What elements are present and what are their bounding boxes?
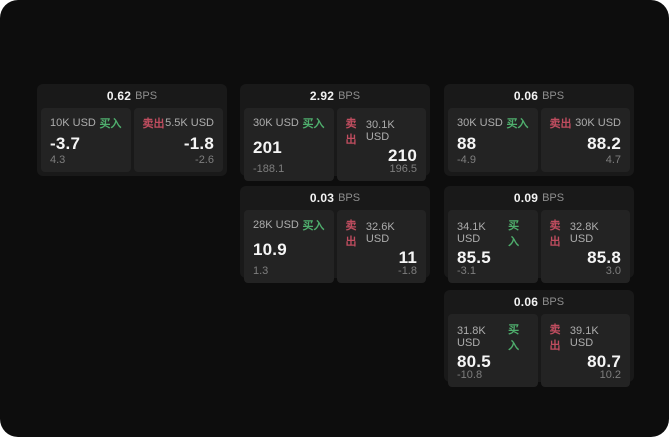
quote-card: 0.62 BPS 10K USD 买入 -3.7 4.3 卖出 5.5K USD…: [37, 84, 227, 176]
sell-sub-value: 196.5: [389, 163, 417, 175]
buy-sub-value: -188.1: [253, 163, 285, 175]
bps-value: 2.92: [309, 89, 335, 103]
buy-sub-value: 1.3: [253, 265, 269, 277]
buy-amount-label: 30K USD: [253, 117, 299, 129]
sell-quote-panel[interactable]: 卖出 39.1K USD 80.7 10.2: [540, 314, 630, 387]
bps-unit-label: BPS: [135, 90, 158, 102]
sell-sub-value: 10.2: [599, 369, 621, 381]
buy-side-label: 买入: [302, 220, 325, 232]
sell-amount-label: 30.1K USD: [365, 119, 395, 143]
quote-card: 0.06 BPS 31.8K USD 买入 80.5 -10.8 卖出 39.1…: [444, 290, 634, 387]
bps-unit-label: BPS: [338, 90, 361, 102]
quote-card: 0.03 BPS 28K USD 买入 10.9 1.3 卖出 32.6K US…: [240, 186, 430, 283]
buy-quote-panel[interactable]: 30K USD 买入 88 -4.9: [448, 108, 538, 172]
buy-amount-label: 31.8K USD: [457, 325, 486, 349]
sell-sub-value: 3.0: [605, 265, 621, 277]
bps-value: 0.06: [513, 89, 539, 103]
buy-quote-panel[interactable]: 34.1K USD 买入 85.5 -3.1: [448, 210, 538, 283]
sell-sub-value: 4.7: [605, 154, 621, 166]
bps-header: 0.03 BPS: [244, 186, 426, 210]
buy-quote-value: 80.5: [457, 352, 491, 371]
sell-side-label: 卖出: [142, 118, 165, 130]
bps-header: 0.06 BPS: [448, 290, 630, 314]
sell-side-label: 卖出: [345, 118, 357, 146]
buy-sub-value: -3.1: [457, 265, 476, 277]
bps-value: 0.06: [513, 295, 539, 309]
bps-unit-label: BPS: [338, 192, 361, 204]
sell-side-label: 卖出: [549, 118, 572, 130]
sell-quote-panel[interactable]: 卖出 32.6K USD 11 -1.8: [336, 210, 426, 283]
bps-unit-label: BPS: [542, 296, 565, 308]
sell-amount-label: 32.6K USD: [365, 221, 395, 245]
buy-amount-label: 10K USD: [50, 117, 96, 129]
sell-quote-panel[interactable]: 卖出 30.1K USD 210 196.5: [336, 108, 426, 181]
sell-side-label: 卖出: [549, 324, 561, 352]
buy-quote-panel[interactable]: 31.8K USD 买入 80.5 -10.8: [448, 314, 538, 387]
sell-quote-panel[interactable]: 卖出 32.8K USD 85.8 3.0: [540, 210, 630, 283]
sell-side-label: 卖出: [549, 220, 561, 248]
sell-quote-value: -1.8: [183, 133, 214, 153]
buy-amount-label: 34.1K USD: [457, 221, 486, 245]
sell-quote-value: 85.8: [587, 248, 621, 267]
buy-side-label: 买入: [302, 118, 325, 130]
bps-header: 2.92 BPS: [244, 84, 426, 108]
buy-amount-label: 28K USD: [253, 219, 299, 231]
buy-sub-value: 4.3: [50, 154, 66, 166]
bps-value: 0.62: [106, 89, 132, 103]
buy-quote-value: 201: [253, 138, 282, 157]
buy-quote-panel[interactable]: 28K USD 买入 10.9 1.3: [244, 210, 334, 283]
buy-sub-value: -4.9: [457, 154, 476, 166]
sell-quote-value: 80.7: [587, 352, 621, 371]
quote-card: 2.92 BPS 30K USD 买入 201 -188.1 卖出 30.1K …: [240, 84, 430, 181]
buy-quote-panel[interactable]: 30K USD 买入 201 -188.1: [244, 108, 334, 181]
quote-card: 0.06 BPS 30K USD 买入 88 -4.9 卖出 30K USD 8…: [444, 84, 634, 176]
buy-side-label: 买入: [99, 118, 122, 130]
buy-quote-panel[interactable]: 10K USD 买入 -3.7 4.3: [41, 108, 131, 172]
sell-amount-label: 30K USD: [575, 117, 621, 129]
bps-header: 0.62 BPS: [41, 84, 223, 108]
sell-sub-value: -2.6: [195, 154, 214, 166]
buy-sub-value: -10.8: [457, 369, 483, 381]
buy-side-label: 买入: [508, 324, 520, 352]
sell-quote-panel[interactable]: 卖出 30K USD 88.2 4.7: [540, 108, 630, 172]
bps-header: 0.06 BPS: [448, 84, 630, 108]
bps-header: 0.09 BPS: [448, 186, 630, 210]
sell-quote-value: 88.2: [587, 133, 621, 153]
buy-amount-label: 30K USD: [457, 117, 503, 129]
sell-quote-value: 210: [388, 146, 417, 165]
bps-unit-label: BPS: [542, 90, 565, 102]
buy-side-label: 买入: [506, 118, 529, 130]
buy-side-label: 买入: [508, 220, 520, 248]
sell-quote-panel[interactable]: 卖出 5.5K USD -1.8 -2.6: [133, 108, 223, 172]
sell-side-label: 卖出: [345, 220, 357, 248]
bps-unit-label: BPS: [542, 192, 565, 204]
buy-quote-value: -3.7: [50, 133, 81, 153]
buy-quote-value: 10.9: [253, 240, 287, 259]
buy-quote-value: 85.5: [457, 248, 491, 267]
quote-card: 0.09 BPS 34.1K USD 买入 85.5 -3.1 卖出 32.8K…: [444, 186, 634, 283]
sell-amount-label: 32.8K USD: [569, 221, 599, 245]
sell-sub-value: -1.8: [398, 265, 417, 277]
buy-quote-value: 88: [457, 133, 477, 153]
sell-quote-value: 11: [398, 248, 417, 267]
sell-amount-label: 39.1K USD: [569, 325, 599, 349]
bps-value: 0.09: [513, 191, 539, 205]
bps-value: 0.03: [309, 191, 335, 205]
sell-amount-label: 5.5K USD: [165, 117, 214, 129]
